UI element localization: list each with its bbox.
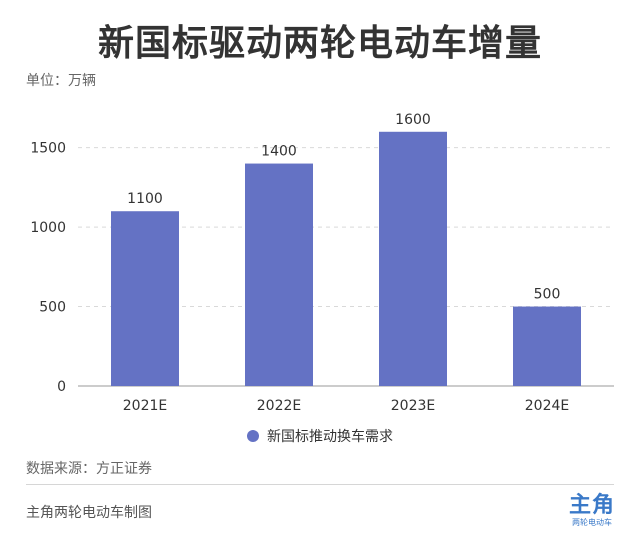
data-label: 500 [534,287,561,303]
brand-logo: 主角 两轮电动车 [560,494,624,528]
chart-title: 新国标驱动两轮电动车增量 [97,23,542,64]
footer-divider [26,484,614,485]
chart-credit: 主角两轮电动车制图 [26,505,152,521]
bar [111,211,179,386]
x-tick-label: 2022E [257,398,301,414]
data-label: 1600 [395,112,431,128]
y-tick-label: 1500 [30,141,66,157]
legend-label: 新国标推动换车需求 [267,429,393,445]
y-tick-label: 500 [39,300,66,316]
data-label: 1100 [127,191,163,207]
data-label: 1400 [261,144,297,160]
x-tick-label: 2024E [525,398,569,414]
data-source: 数据来源：方正证券 [26,461,152,477]
logo-subtext: 两轮电动车 [572,518,612,527]
y-tick-label: 0 [57,379,66,395]
bar [245,163,313,386]
x-tick-label: 2021E [123,398,167,414]
legend: 新国标推动换车需求 [0,426,640,446]
bar [513,306,581,386]
x-tick-label: 2023E [391,398,435,414]
y-tick-label: 1000 [30,220,66,236]
logo-text: 主角 [568,493,615,518]
legend-marker [247,430,259,442]
bar [379,131,447,386]
unit-label: 单位：万辆 [26,73,96,89]
